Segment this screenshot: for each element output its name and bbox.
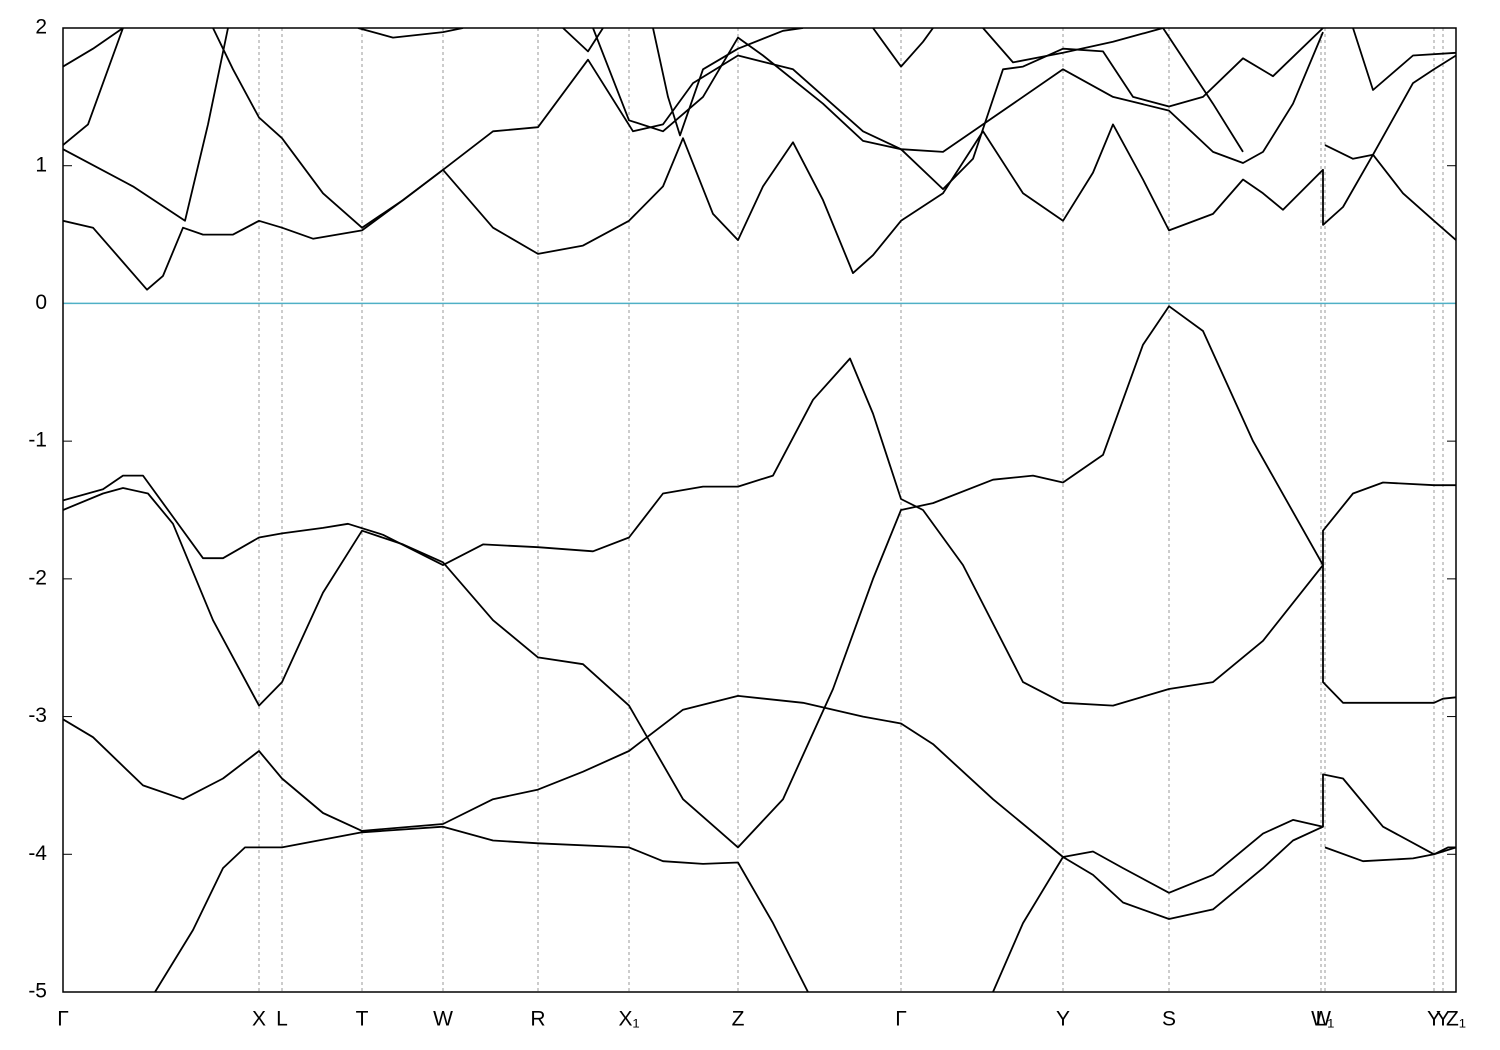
- x-tick-label: S: [1162, 1008, 1176, 1031]
- band: [63, 123, 1456, 291]
- band: [592, 28, 1324, 190]
- y-tick-label: 0: [35, 291, 47, 314]
- y-tick-label: -4: [28, 842, 47, 865]
- band: [982, 28, 1244, 153]
- y-tick-label: -2: [28, 566, 47, 589]
- x-tick-label: Y: [1436, 1008, 1450, 1031]
- x-tick-label: T: [356, 1008, 369, 1031]
- band: [1324, 54, 1456, 160]
- x-tick-label: Z: [732, 1008, 745, 1031]
- x-tick-label: Y: [1427, 1008, 1441, 1031]
- y-tick-label: -1: [28, 429, 47, 452]
- y-tick-label: -3: [28, 704, 47, 727]
- band: [63, 28, 229, 222]
- x-tick-label: Γ: [57, 1008, 69, 1031]
- y-tick-label: 2: [35, 16, 47, 39]
- x-tick-label: Z₁: [1446, 1008, 1466, 1031]
- band: [63, 357, 1456, 707]
- band: [872, 28, 934, 68]
- band: [1352, 28, 1456, 91]
- band: [63, 305, 1456, 849]
- x-tick-label: Y: [1056, 1008, 1070, 1031]
- x-tick-label: L: [276, 1008, 288, 1031]
- x-tick-label: R: [530, 1008, 545, 1031]
- band: [357, 28, 464, 39]
- x-tick-label: X: [252, 1008, 266, 1031]
- band: [562, 28, 604, 53]
- bands: [63, 28, 1456, 992]
- band: [63, 28, 124, 68]
- x-tick-label: L₁: [1316, 1008, 1335, 1031]
- x-tick-label: X₁: [618, 1008, 639, 1031]
- x-tick-label: W: [1311, 1008, 1331, 1031]
- y-tick-label: -5: [28, 980, 47, 1003]
- band: [154, 825, 1456, 992]
- x-tick-label: Γ: [895, 1008, 907, 1031]
- band: [652, 28, 804, 137]
- x-tick-label: W: [433, 1008, 453, 1031]
- band: [63, 695, 1456, 894]
- plot-frame: [62, 27, 1457, 993]
- y-tick-label: 1: [35, 153, 47, 176]
- band: [63, 28, 124, 146]
- band: [212, 28, 1324, 229]
